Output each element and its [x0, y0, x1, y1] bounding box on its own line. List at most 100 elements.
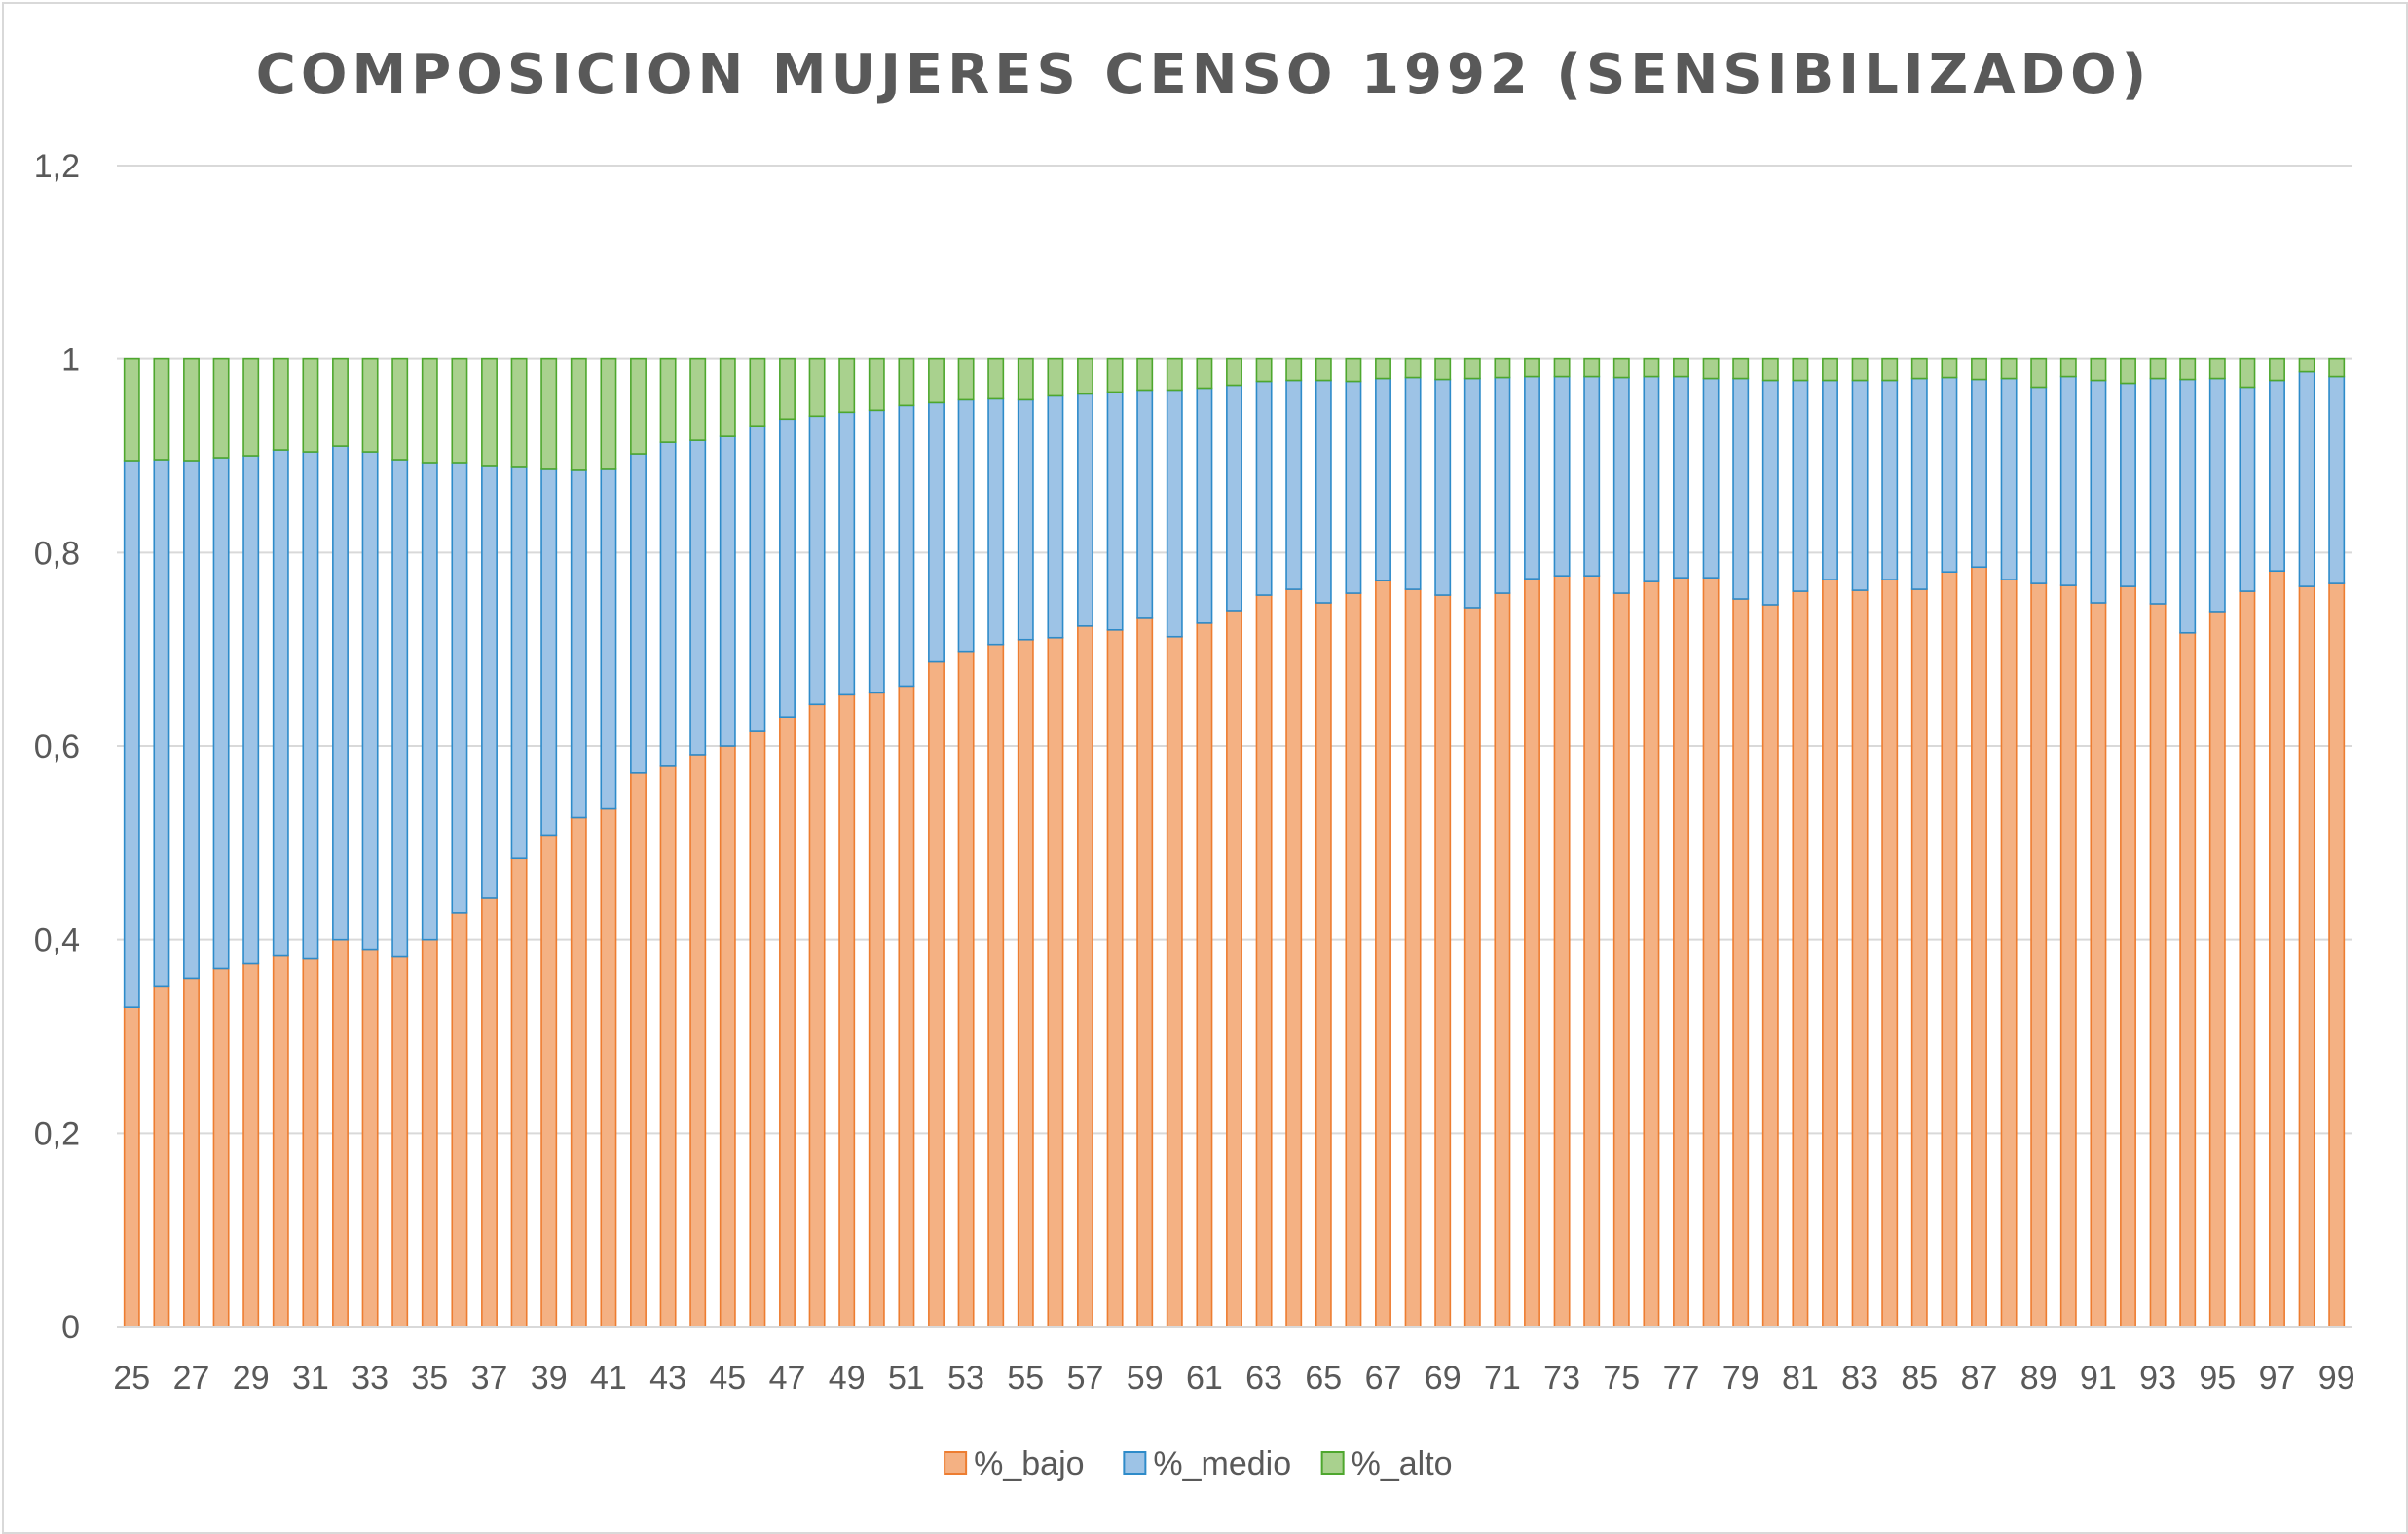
x-tick-label: 85 [1901, 1360, 1938, 1397]
bar-segment-alto [868, 357, 885, 412]
bar-segment-alto [332, 357, 349, 447]
bar-segment-medio [1524, 375, 1540, 580]
x-tick-label: 91 [2080, 1360, 2117, 1397]
bar-segment-medio [212, 457, 230, 970]
bar-segment-alto [1226, 357, 1242, 387]
bar-segment-alto [421, 357, 438, 464]
bar-segment-bajo [391, 955, 409, 1328]
bar-segment-alto [2298, 357, 2315, 373]
bar-segment-alto [600, 357, 617, 470]
bar-segment-alto [183, 357, 200, 462]
bar-segment-medio [1494, 376, 1511, 594]
bar-segment-medio [1971, 378, 1987, 569]
x-tick-label: 25 [113, 1360, 150, 1397]
bar-segment-alto [1494, 357, 1511, 379]
bar-segment-alto [242, 357, 260, 457]
bar-segment-alto [838, 357, 856, 414]
bar-segment-alto [1375, 357, 1391, 380]
bar-segment-bajo [1732, 598, 1750, 1328]
bar-segment-alto [779, 357, 796, 421]
bar-segment-alto [1345, 357, 1362, 383]
bar-segment-medio [183, 460, 200, 980]
y-tick-label: 1,2 [34, 148, 80, 185]
bar-segment-bajo [1524, 578, 1540, 1328]
legend-swatch [1123, 1451, 1147, 1475]
bar-segment-bajo [1881, 579, 1899, 1328]
x-tick-label: 87 [1961, 1360, 1998, 1397]
bar-segment-medio [1732, 377, 1750, 600]
legend-swatch [1320, 1451, 1345, 1475]
bar-segment-alto [1792, 357, 1809, 382]
bar-segment-medio [421, 462, 438, 941]
x-tick-label: 65 [1305, 1360, 1342, 1397]
bar-segment-bajo [2000, 579, 2018, 1328]
bar-segment-bajo [838, 693, 856, 1328]
bar-segment-medio [749, 425, 766, 732]
bar-segment-medio [1375, 377, 1391, 581]
bar-segment-alto [481, 357, 498, 467]
bar-segment-alto [302, 357, 319, 453]
bar-segment-alto [1404, 357, 1422, 379]
bar-segment-medio [600, 468, 617, 810]
bar-segment-bajo [957, 650, 975, 1328]
bar-segment-bajo [2090, 602, 2107, 1328]
bar-segment-alto [1583, 357, 1601, 378]
bar-segment-medio [2269, 379, 2285, 573]
bar-segment-bajo [481, 897, 498, 1328]
bar-segment-medio [2328, 375, 2346, 584]
bar-segment-medio [1881, 379, 1899, 580]
bar-segment-medio [302, 451, 319, 960]
bars [123, 357, 2346, 1328]
bar-segment-bajo [2269, 570, 2285, 1328]
bar-segment-alto [1673, 357, 1689, 378]
x-tick-label: 73 [1543, 1360, 1580, 1397]
bar-segment-medio [2120, 382, 2136, 587]
bar-segment-alto [272, 357, 289, 451]
bar-segment-medio [540, 468, 558, 837]
bar-segment-alto [2120, 357, 2136, 385]
x-tick-label: 83 [1841, 1360, 1878, 1397]
bar-segment-bajo [1463, 607, 1481, 1328]
x-tick-label: 63 [1245, 1360, 1282, 1397]
bar-segment-medio [1822, 379, 1838, 580]
bar-segment-medio [689, 439, 707, 756]
bar-segment-bajo [2120, 585, 2136, 1328]
bar-segment-alto [2208, 357, 2226, 380]
x-tick-label: 47 [769, 1360, 806, 1397]
y-tick-label: 0,2 [34, 1115, 80, 1152]
x-tick-label: 37 [471, 1360, 508, 1397]
bar-segment-alto [659, 357, 677, 443]
bar-segment-bajo [1226, 610, 1242, 1328]
bar-segment-alto [1463, 357, 1481, 380]
bar-segment-bajo [1971, 566, 1987, 1328]
x-tick-label: 41 [590, 1360, 627, 1397]
bar-segment-medio [719, 435, 736, 747]
x-tick-label: 39 [531, 1360, 568, 1397]
x-tick-label: 75 [1603, 1360, 1640, 1397]
bar-segment-medio [510, 466, 528, 860]
x-tick-label: 55 [1007, 1360, 1044, 1397]
bar-segment-alto [451, 357, 468, 464]
x-tick-label: 89 [2020, 1360, 2057, 1397]
bar-segment-bajo [1077, 625, 1093, 1328]
bar-segment-medio [779, 418, 796, 719]
y-tick-label: 0,6 [34, 729, 80, 766]
bar-segment-alto [1255, 357, 1273, 383]
x-tick-label: 59 [1127, 1360, 1164, 1397]
bar-segment-medio [332, 445, 349, 941]
bar-segment-medio [391, 459, 409, 958]
x-tick-label: 69 [1425, 1360, 1462, 1397]
legend: %_bajo %_medio %_alto [944, 1445, 1453, 1482]
x-tick-label: 33 [352, 1360, 389, 1397]
bar-segment-medio [659, 441, 677, 767]
x-tick-label: 99 [2318, 1360, 2355, 1397]
y-tick-label: 0,4 [34, 922, 80, 959]
bar-segment-medio [1404, 376, 1422, 590]
bar-segment-bajo [1434, 594, 1452, 1328]
bar-segment-medio [808, 415, 826, 706]
x-tick-label: 93 [2139, 1360, 2176, 1397]
bar-segment-bajo [123, 1006, 140, 1328]
bar-segment-alto [153, 357, 170, 461]
x-tick-label: 29 [233, 1360, 270, 1397]
